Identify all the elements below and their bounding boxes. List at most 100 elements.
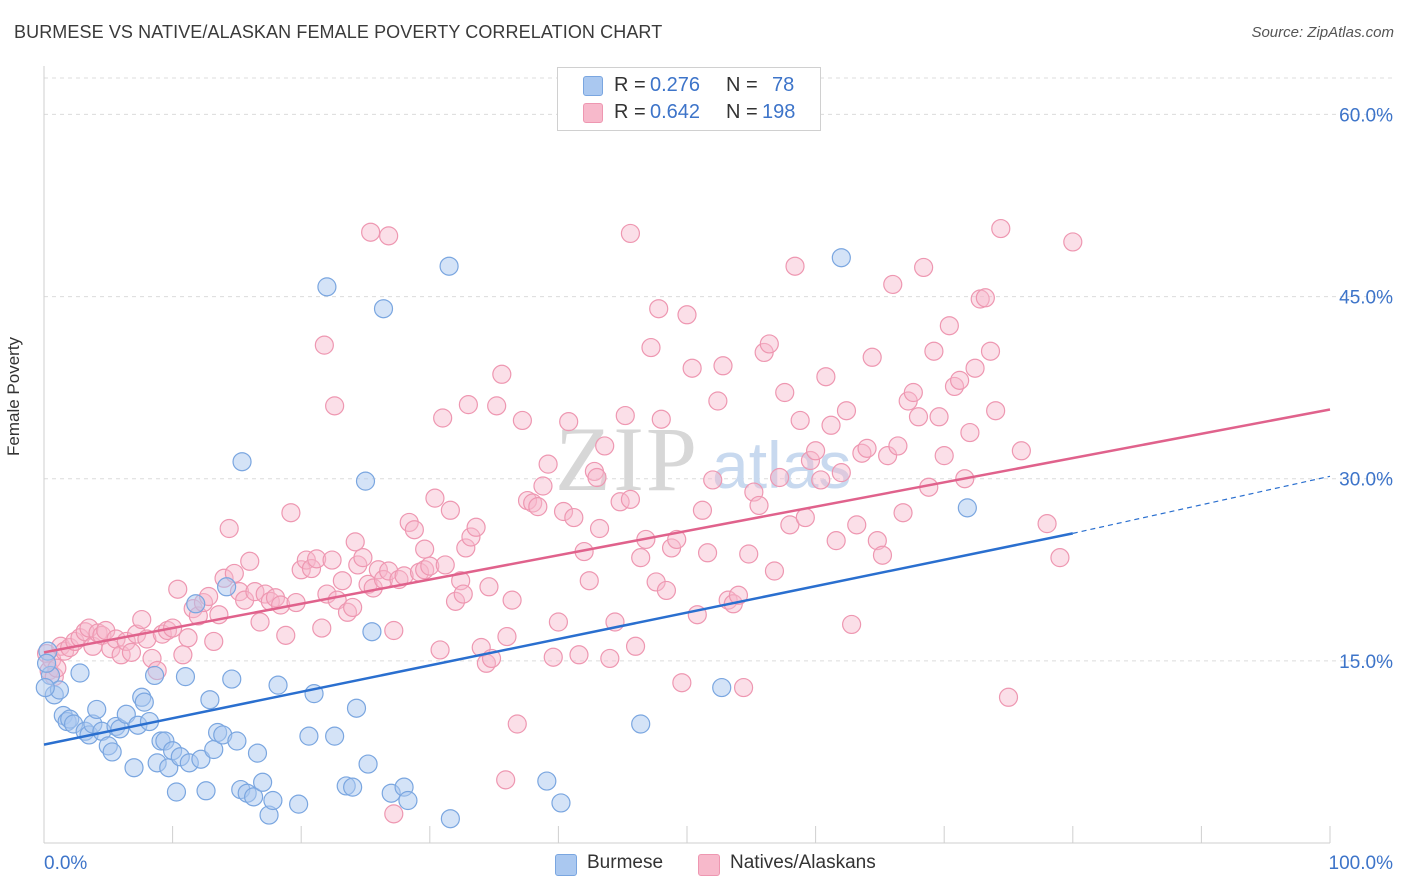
burmese-point [191,749,211,769]
native-point [908,407,929,427]
native-point [507,714,527,734]
native-point [795,507,815,528]
burmese-point [35,677,55,698]
native-point [790,410,810,431]
native-point [178,628,198,648]
burmese-points [35,248,977,829]
burmese-point [102,742,122,762]
native-point [219,518,239,539]
burmese-point [439,256,459,276]
native-point [523,493,543,513]
burmese-point [253,772,273,792]
x-tick-labels: 0.0% 100.0% [44,853,1393,874]
native-point [883,274,903,295]
y-tick-label: 30.0% [1339,470,1393,491]
native-point [121,642,142,662]
burmese-point [70,663,90,683]
native-point [415,560,435,580]
native-point [805,441,826,461]
native-point [168,579,188,599]
native-point [276,625,296,645]
native-point [749,495,769,516]
native-point [453,584,473,604]
native-point [991,218,1011,239]
native-point [780,515,800,535]
native-point [998,687,1019,707]
burmese-point [263,790,283,811]
burmese-point [537,771,557,791]
legend-n-value: 78 [772,74,795,96]
burmese-point [831,248,851,268]
legend-row-natives: R = 0.642 N = 198 [558,101,820,127]
native-point [353,548,373,568]
burmese-point [551,793,571,813]
native-point [862,347,882,367]
native-point [986,401,1006,421]
burmese-point [124,758,144,778]
native-point [528,497,548,517]
native-point [533,476,553,496]
native-point [368,560,388,580]
native-point [739,544,759,564]
burmese-point [227,731,247,751]
native-point [553,501,574,522]
native-point [708,391,728,411]
native-point [332,571,352,591]
bottom-legend-swatch-burmese [555,854,577,876]
burmese-point [244,787,264,807]
legend-n-label: N = [726,101,758,123]
native-point [543,647,563,667]
burmese-trend-line [43,532,1074,746]
native-point [785,256,805,276]
native-point [649,299,669,319]
native-point [538,454,558,474]
burmese-point [222,669,242,689]
native-point [361,222,381,242]
y-tick-label: 60.0% [1339,105,1393,126]
legend-row-burmese: R = 0.276 N = 78 [558,74,820,100]
native-point [939,316,959,336]
burmese-point [346,698,367,718]
x-tick-label-max: 100.0% [1329,853,1394,874]
native-point [425,488,445,508]
native-point [345,532,365,552]
chart-title: BURMESE VS NATIVE/ALASKAN FEMALE POVERTY… [14,22,663,42]
native-point [379,226,399,246]
native-point [487,396,507,416]
native-point [944,376,965,397]
burmese-point [175,667,196,687]
native-point [975,288,995,308]
native-point [682,358,702,378]
burmese-point [398,790,418,811]
native-point [445,591,466,611]
native-point [764,561,785,581]
native-point [497,626,517,647]
native-point [965,358,985,378]
native-point [435,555,455,575]
native-point [461,527,481,547]
native-point [440,500,460,520]
native-point [929,407,949,427]
native-point [759,334,779,354]
burmese-point [134,692,154,712]
native-point [384,620,404,641]
native-point [307,549,327,569]
native-point [492,364,512,384]
legend-swatch-natives [583,103,603,123]
native-point [620,223,641,244]
native-point [867,531,887,551]
burmese-point [166,782,187,802]
native-point [641,337,661,358]
native-point [415,539,435,559]
native-point [703,470,723,490]
native-point [934,446,954,466]
burmese-point [631,714,651,734]
legend-r-value: 0.642 [650,101,701,123]
burmese-point [362,622,382,642]
native-point [697,543,718,563]
burmese-point [217,577,237,597]
native-point [579,571,599,591]
native-point [502,590,522,610]
native-point [728,585,749,605]
